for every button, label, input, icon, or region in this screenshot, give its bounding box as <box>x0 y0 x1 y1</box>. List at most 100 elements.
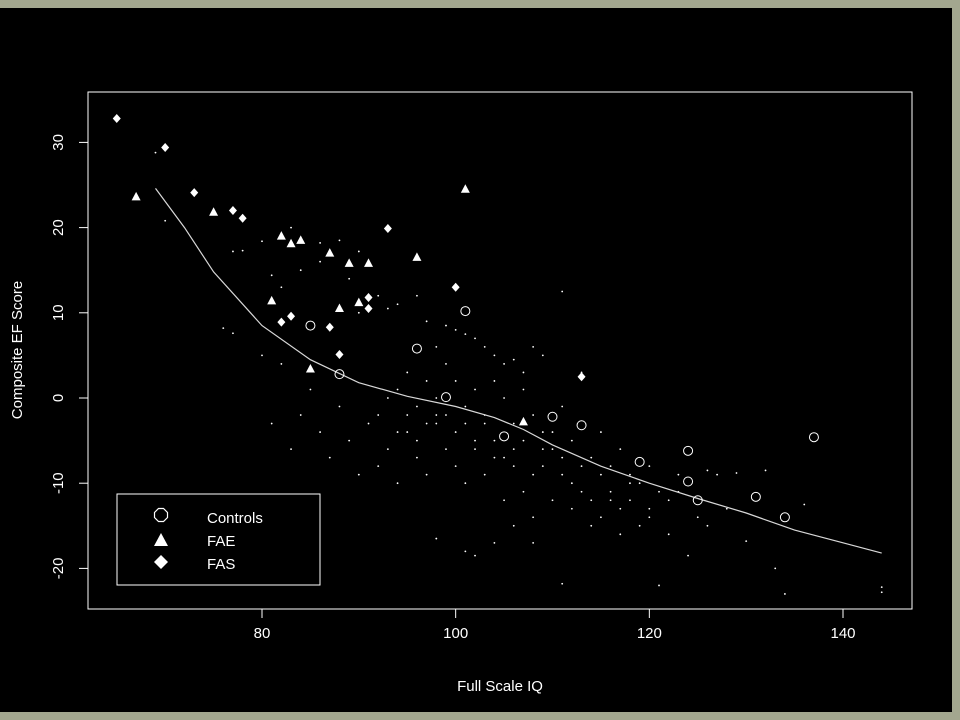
controls-point <box>305 320 316 331</box>
background-point <box>396 482 399 485</box>
background-point <box>764 469 767 472</box>
y-axis-label: Composite EF Score <box>9 281 26 419</box>
background-point <box>687 554 689 557</box>
background-point <box>464 422 467 425</box>
fae-point <box>286 238 296 248</box>
background-point <box>493 380 496 382</box>
background-point <box>164 219 167 222</box>
controls-point <box>808 432 819 443</box>
background-point <box>222 327 225 330</box>
fae-point <box>334 303 344 313</box>
background-point <box>667 533 670 536</box>
background-point <box>648 507 651 510</box>
background-point <box>600 473 602 476</box>
background-point <box>745 540 748 543</box>
background-point <box>512 358 515 361</box>
group-points <box>112 114 819 523</box>
background-point <box>474 439 476 442</box>
background-point <box>406 414 409 416</box>
controls-point <box>499 431 510 442</box>
background-point <box>600 431 602 433</box>
legend-circle-icon <box>153 507 169 523</box>
background-point <box>290 448 292 451</box>
background-point <box>493 439 496 442</box>
controls-point <box>683 445 694 456</box>
controls-point <box>576 420 587 431</box>
y-tick-label: 10 <box>50 304 67 321</box>
background-point <box>580 465 583 468</box>
fas-point <box>277 317 286 327</box>
background-point <box>280 286 283 289</box>
fae-point <box>305 364 315 373</box>
background-point <box>619 448 622 451</box>
fas-point <box>364 292 373 302</box>
background-point <box>803 503 806 506</box>
background-point <box>541 431 544 433</box>
background-point <box>512 524 515 527</box>
background-point <box>648 465 651 468</box>
x-tick-label: 120 <box>637 625 662 642</box>
background-point <box>609 465 612 468</box>
background-point <box>532 473 535 476</box>
controls-point <box>692 495 703 506</box>
background-point <box>319 260 321 263</box>
scatter-chart: 80 100 120 140 -20 -10 0 10 20 30 Full Scale IQ C… <box>9 91 913 695</box>
background-point <box>541 354 544 357</box>
background-point <box>396 388 399 391</box>
controls-point <box>460 306 471 317</box>
background-point <box>261 354 263 357</box>
y-tick-label: 30 <box>50 134 67 151</box>
background-point <box>154 151 157 154</box>
background-point <box>667 499 670 502</box>
controls-point <box>334 369 345 380</box>
controls-point <box>634 456 645 467</box>
background-point <box>880 586 883 589</box>
legend-diamond-icon <box>154 555 168 569</box>
background-point <box>503 499 505 502</box>
background-point <box>406 431 409 433</box>
background-point <box>416 294 418 297</box>
background-point <box>658 584 660 587</box>
fas-point <box>112 114 121 124</box>
background-point <box>532 345 535 348</box>
background-point <box>512 422 515 425</box>
background-point <box>270 274 273 277</box>
background-point <box>232 250 234 253</box>
background-point <box>483 345 486 348</box>
background-point <box>445 324 447 327</box>
background-point <box>474 448 476 451</box>
x-tick-label: 100 <box>443 625 468 642</box>
background-point <box>348 439 351 442</box>
background-point <box>464 333 467 335</box>
background-point <box>406 371 409 374</box>
background-point <box>435 537 438 540</box>
background-point <box>619 507 622 510</box>
fae-point <box>460 184 470 193</box>
background-point <box>435 345 438 348</box>
background-point <box>532 541 535 544</box>
background-point <box>396 303 399 306</box>
background-point <box>261 240 263 243</box>
background-point <box>377 294 380 297</box>
background-point <box>338 405 341 408</box>
legend-label-fas: FAS <box>207 556 235 573</box>
y-tick-label: 0 <box>50 394 67 402</box>
background-point <box>561 405 564 408</box>
background-point <box>503 363 505 365</box>
background-point <box>367 422 370 425</box>
background-point <box>522 439 525 442</box>
background-point <box>512 448 515 451</box>
y-tick-label: -10 <box>50 472 67 494</box>
fas-point <box>325 322 334 332</box>
background-point <box>425 320 428 323</box>
background-point <box>638 524 641 527</box>
background-point <box>377 414 380 416</box>
background-point <box>570 507 573 510</box>
background-point <box>319 242 321 244</box>
x-axis-label: Full Scale IQ <box>457 678 543 695</box>
background-points <box>154 151 883 595</box>
background-point <box>435 422 438 425</box>
background-point <box>541 448 544 451</box>
controls-point <box>440 392 451 403</box>
y-tick-label: -20 <box>50 558 67 580</box>
